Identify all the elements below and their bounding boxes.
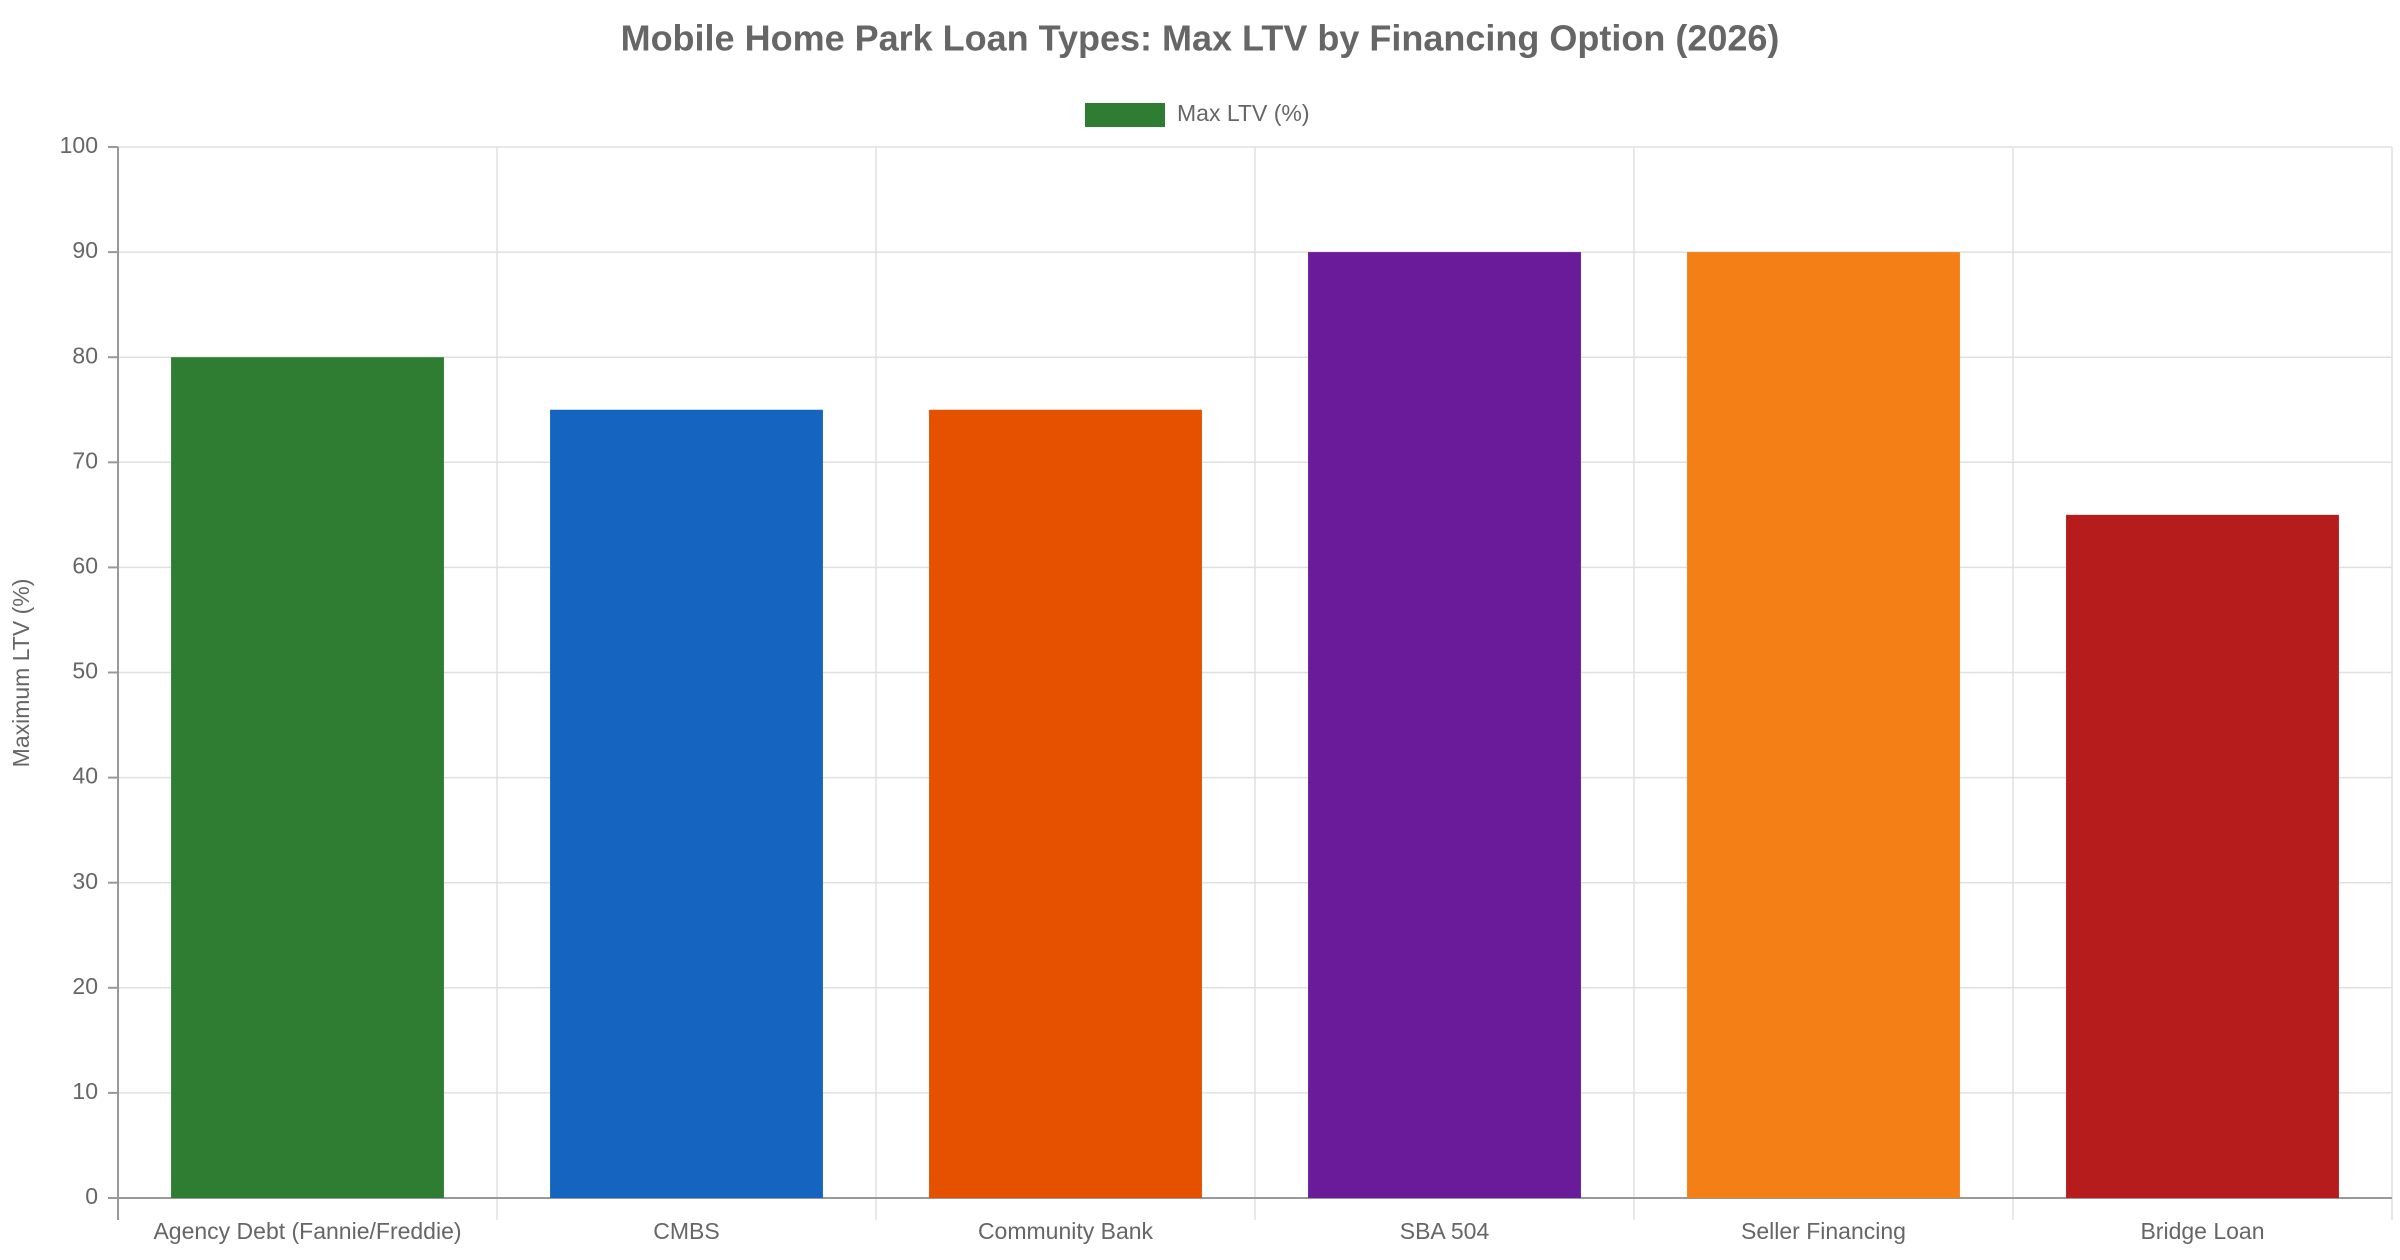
y-tick-label: 90 (72, 237, 98, 263)
y-tick-label: 30 (72, 868, 98, 894)
y-tick-label: 40 (72, 763, 98, 789)
y-tick-label: 0 (85, 1183, 98, 1209)
x-tick-label: CMBS (653, 1218, 719, 1244)
legend-swatch (1085, 103, 1165, 127)
y-tick-label: 10 (72, 1078, 98, 1104)
bar (929, 409, 1202, 1198)
y-tick-label: 60 (72, 552, 98, 578)
chart-title: Mobile Home Park Loan Types: Max LTV by … (621, 18, 1780, 59)
bar (550, 409, 823, 1198)
bar (1687, 252, 1960, 1199)
y-tick-label: 20 (72, 973, 98, 999)
x-tick-label: Bridge Loan (2140, 1218, 2264, 1244)
x-tick-label: Agency Debt (Fannie/Freddie) (153, 1218, 461, 1244)
y-tick-label: 80 (72, 342, 98, 368)
x-tick-label: Seller Financing (1741, 1218, 1906, 1244)
legend-label: Max LTV (%) (1177, 100, 1309, 126)
bar (171, 357, 444, 1198)
y-tick-label: 70 (72, 447, 98, 473)
x-tick-label: Community Bank (978, 1218, 1154, 1244)
bar (2066, 514, 2339, 1198)
y-tick-label: 100 (60, 132, 98, 158)
y-tick-label: 50 (72, 658, 98, 684)
y-axis-label: Maximum LTV (%) (8, 579, 34, 768)
x-tick-label: SBA 504 (1400, 1218, 1490, 1244)
bar (1308, 252, 1581, 1199)
